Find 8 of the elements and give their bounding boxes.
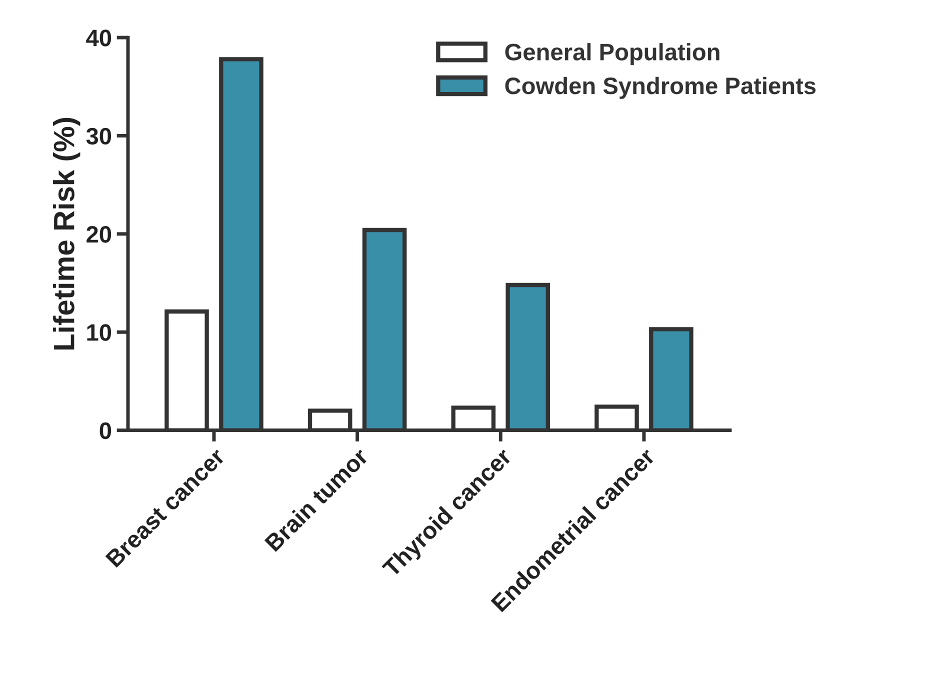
legend-label: Cowden Syndrome Patients bbox=[505, 76, 816, 99]
y-tick-label: 30 bbox=[86, 128, 112, 145]
y-axis-title: Lifetime Risk (%) bbox=[53, 118, 80, 350]
y-tick-label: 20 bbox=[86, 226, 112, 243]
y-tick-label: 40 bbox=[86, 30, 112, 46]
y-tick-label: 10 bbox=[87, 324, 112, 341]
legend-label: General Population bbox=[505, 43, 720, 66]
y-tick-label: 0 bbox=[100, 422, 112, 440]
